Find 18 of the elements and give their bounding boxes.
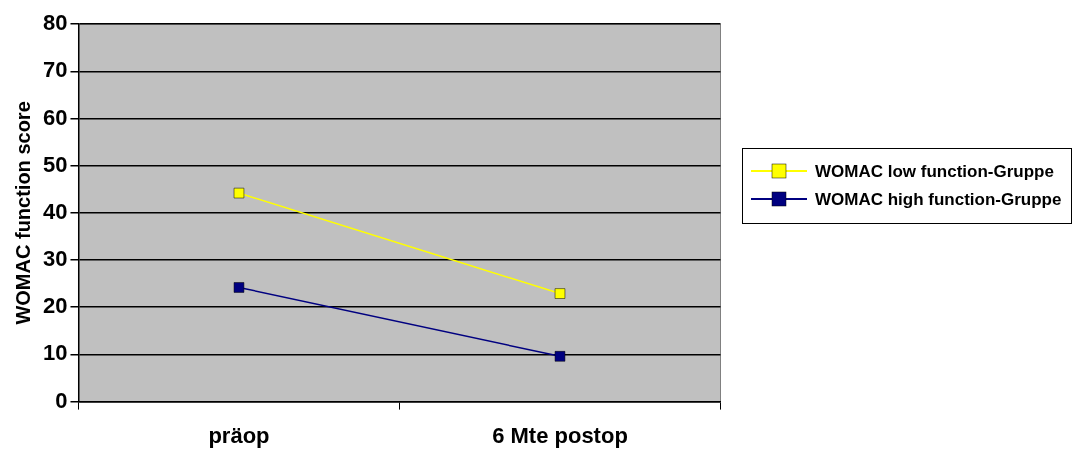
point bbox=[233, 282, 245, 293]
legend-label: WOMAC low function-Gruppe bbox=[815, 161, 1054, 183]
point bbox=[554, 351, 566, 362]
y-tick-label: 80 bbox=[42, 10, 68, 36]
y-tick-label: 60 bbox=[42, 104, 68, 130]
y-tick-label: 10 bbox=[42, 340, 68, 366]
x-tick-label: präop bbox=[208, 422, 270, 448]
legend-label: WOMAC high function-Gruppe bbox=[815, 189, 1062, 211]
y-tick-label: 30 bbox=[42, 246, 68, 272]
point bbox=[233, 187, 245, 199]
y-tick-label: 20 bbox=[42, 293, 68, 319]
y-tick-label: 40 bbox=[42, 198, 68, 224]
x-tick-label: 6 Mte postop bbox=[492, 422, 628, 448]
y-tick-label: 0 bbox=[55, 387, 68, 413]
y-tick-label: 50 bbox=[42, 151, 68, 177]
y-tick-label: 70 bbox=[42, 57, 68, 83]
y-axis-title: WOMAC function score bbox=[11, 101, 34, 325]
point bbox=[554, 288, 566, 299]
